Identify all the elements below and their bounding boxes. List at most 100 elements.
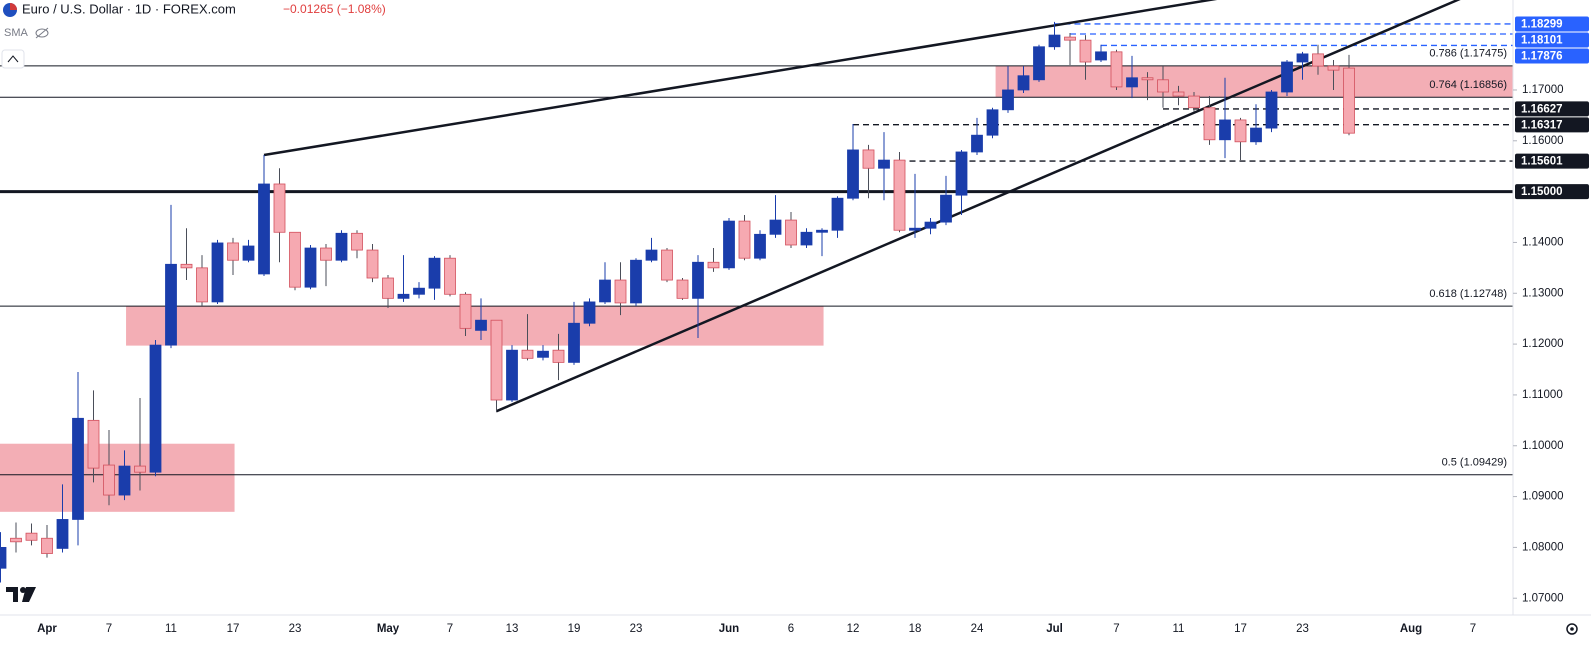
candle-body — [600, 280, 611, 302]
candle-body — [569, 323, 580, 362]
candle — [445, 255, 456, 296]
candle — [724, 218, 735, 270]
x-tick-label: 23 — [630, 623, 643, 635]
zone — [126, 306, 824, 345]
candle-body — [305, 248, 316, 287]
x-tick-label: 24 — [971, 623, 984, 635]
candle-body — [367, 250, 378, 278]
candle-body — [553, 350, 564, 362]
candle — [367, 244, 378, 282]
candle-body — [460, 294, 471, 328]
candle-body — [817, 230, 828, 232]
candle-body — [1049, 35, 1060, 47]
candle-body — [1220, 120, 1231, 140]
candle-body — [336, 233, 347, 260]
candle — [150, 340, 161, 476]
candle-body — [662, 250, 673, 280]
x-tick-label: 13 — [506, 623, 519, 635]
candle-body — [786, 220, 797, 245]
candle-body — [801, 232, 812, 245]
candle-body — [739, 221, 750, 258]
candle-body — [212, 243, 223, 302]
candle-body — [197, 268, 208, 302]
candle-body — [693, 262, 704, 298]
candle-body — [863, 150, 874, 168]
candle-body — [166, 264, 177, 345]
candle-body — [135, 466, 146, 472]
candle-body — [956, 152, 967, 195]
fib-label: 0.618 (1.12748) — [1429, 288, 1507, 300]
candle-body — [631, 260, 642, 303]
candle-body — [972, 135, 983, 152]
y-tick-label: 1.17000 — [1522, 84, 1564, 96]
candle-body — [1189, 96, 1200, 108]
candle-body — [104, 465, 115, 495]
candle-body — [507, 350, 518, 400]
candle — [305, 245, 316, 289]
x-tick-label: 19 — [568, 623, 581, 635]
collapse-button[interactable] — [2, 50, 24, 68]
candle-body — [1313, 54, 1324, 66]
candle-body — [1080, 40, 1091, 62]
x-tick-label: 17 — [1234, 623, 1247, 635]
candle — [1282, 60, 1293, 96]
candle — [584, 298, 595, 326]
candle — [491, 320, 502, 412]
x-tick-label: 12 — [847, 623, 860, 635]
y-tick-label: 1.10000 — [1522, 440, 1564, 452]
zone — [0, 444, 235, 512]
candle-body — [1235, 120, 1246, 142]
candle-body — [491, 320, 502, 400]
candle-body — [150, 345, 161, 472]
x-tick-label: 7 — [106, 623, 112, 635]
candle-body — [522, 350, 533, 358]
candle-body — [57, 519, 68, 548]
candle-body — [708, 262, 719, 268]
x-tick-label: 6 — [788, 623, 794, 635]
x-tick-label: Apr — [37, 623, 57, 635]
candle-body — [1266, 92, 1277, 128]
candle-body — [1142, 78, 1153, 80]
x-tick-label: Aug — [1400, 623, 1422, 635]
x-tick-label: 23 — [289, 623, 302, 635]
y-tick-label: 1.11000 — [1522, 389, 1563, 401]
candle — [631, 258, 642, 306]
candle — [677, 278, 688, 300]
x-tick-label: May — [377, 623, 400, 635]
x-tick-label: 7 — [1113, 623, 1119, 635]
candle — [894, 152, 905, 232]
level-label: 1.18299 — [1521, 18, 1563, 30]
candle-body — [1018, 76, 1029, 90]
level-label: 1.15000 — [1521, 186, 1563, 198]
candle-body — [398, 294, 409, 298]
candle-body — [1096, 52, 1107, 60]
x-tick-label: 7 — [1470, 623, 1476, 635]
candle — [1266, 90, 1277, 132]
candle-body — [429, 258, 440, 288]
candle-body — [259, 184, 270, 274]
candle — [507, 345, 518, 402]
candle-body — [941, 195, 952, 222]
candle-body — [1344, 68, 1355, 133]
indicator-name[interactable]: SMA — [4, 27, 29, 39]
candle-body — [584, 302, 595, 323]
candle-body — [1282, 62, 1293, 92]
y-tick-label: 1.14000 — [1522, 236, 1564, 248]
candle-body — [1127, 78, 1138, 87]
candle-body — [1173, 92, 1184, 96]
candle-body — [352, 233, 363, 250]
x-tick-label: 11 — [165, 623, 177, 635]
level-label: 1.16627 — [1521, 103, 1563, 115]
candle-body — [1328, 66, 1339, 70]
candle-body — [987, 110, 998, 135]
candle-body — [1034, 47, 1045, 80]
symbol-title[interactable]: Euro / U.S. Dollar · 1D · FOREX.com — [22, 1, 236, 16]
candle-body — [290, 232, 301, 287]
candle — [755, 230, 766, 260]
y-tick-label: 1.16000 — [1522, 135, 1564, 147]
x-tick-label: 11 — [1173, 623, 1185, 635]
candle-body — [1158, 80, 1169, 92]
candle — [1034, 45, 1045, 82]
x-tick-label: Jun — [719, 623, 739, 635]
